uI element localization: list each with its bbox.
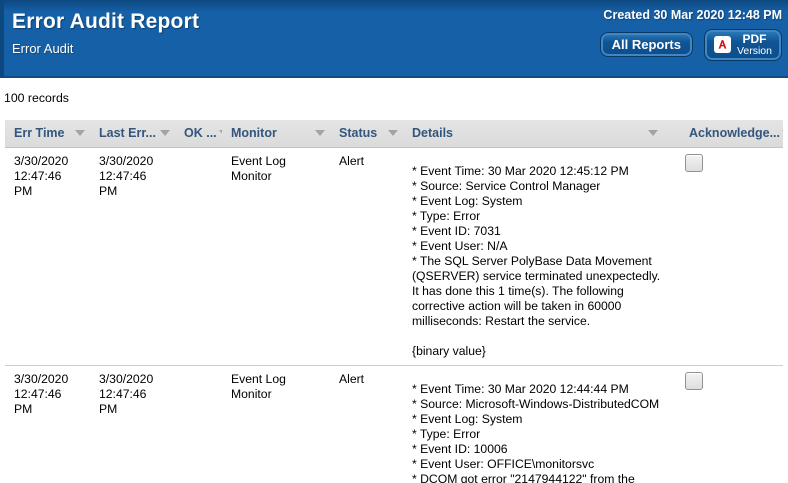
- last-err-time-cell: 3/30/2020 12:47:46 PM: [99, 153, 154, 198]
- column-header-ok[interactable]: OK ...: [175, 126, 222, 140]
- column-header-details[interactable]: Details: [403, 126, 680, 140]
- column-header-last-err[interactable]: Last Err...: [90, 126, 175, 140]
- monitor-cell: Event Log Monitor: [231, 371, 286, 401]
- sort-dropdown-icon[interactable]: [315, 130, 325, 137]
- all-reports-button[interactable]: All Reports: [599, 32, 693, 58]
- column-header-monitor[interactable]: Monitor: [222, 126, 330, 140]
- acknowledge-checkbox[interactable]: [685, 153, 703, 172]
- pdf-icon: [713, 36, 731, 54]
- last-err-time-cell: 3/30/2020 12:47:46 PM: [99, 371, 154, 416]
- pdf-version-button[interactable]: PDF Version: [703, 29, 782, 61]
- sort-dropdown-icon[interactable]: [75, 130, 85, 137]
- details-cell: * Event Time: 30 Mar 2020 12:44:44 PM * …: [412, 381, 660, 483]
- err-time-cell: 3/30/2020 12:47:46 PM: [14, 153, 69, 198]
- table-row: 3/30/2020 12:47:46 PM 3/30/2020 12:47:46…: [5, 365, 783, 483]
- error-audit-table: Err Time Last Err... OK ... Monitor Stat…: [5, 120, 783, 483]
- sort-dropdown-icon[interactable]: [648, 130, 658, 137]
- status-cell: Alert: [339, 371, 365, 386]
- monitor-cell: Event Log Monitor: [231, 153, 286, 183]
- status-cell: Alert: [339, 153, 365, 168]
- ok-cell: [175, 147, 222, 365]
- header-button-row: All Reports PDF Version: [599, 29, 782, 61]
- acknowledge-checkbox[interactable]: [685, 371, 703, 390]
- header-right: Created 30 Mar 2020 12:48 PM All Reports…: [599, 8, 782, 61]
- table-header-row: Err Time Last Err... OK ... Monitor Stat…: [5, 120, 783, 148]
- err-time-cell: 3/30/2020 12:47:46 PM: [14, 371, 69, 416]
- table-row: 3/30/2020 12:47:46 PM 3/30/2020 12:47:46…: [5, 147, 783, 365]
- pdf-button-label: PDF Version: [736, 32, 772, 57]
- acknowledge-cell: [680, 147, 783, 365]
- ok-cell: [175, 365, 222, 483]
- page-title: Error Audit Report: [12, 10, 200, 33]
- column-header-acknowledge[interactable]: Acknowledge...: [680, 126, 783, 140]
- report-header: Error Audit Report Error Audit Created 3…: [0, 0, 788, 78]
- created-timestamp: Created 30 Mar 2020 12:48 PM: [603, 8, 782, 22]
- details-cell: * Event Time: 30 Mar 2020 12:45:12 PM * …: [412, 163, 661, 358]
- acknowledge-cell: [680, 365, 783, 483]
- records-count: 100 records: [4, 91, 69, 105]
- sort-dropdown-icon[interactable]: [782, 130, 783, 137]
- sort-dropdown-icon[interactable]: [388, 130, 398, 137]
- sort-dropdown-icon[interactable]: [218, 130, 222, 137]
- page-subtitle: Error Audit: [12, 41, 74, 56]
- column-header-err-time[interactable]: Err Time: [5, 126, 90, 140]
- column-header-status[interactable]: Status: [330, 126, 403, 140]
- sort-dropdown-icon[interactable]: [160, 130, 170, 137]
